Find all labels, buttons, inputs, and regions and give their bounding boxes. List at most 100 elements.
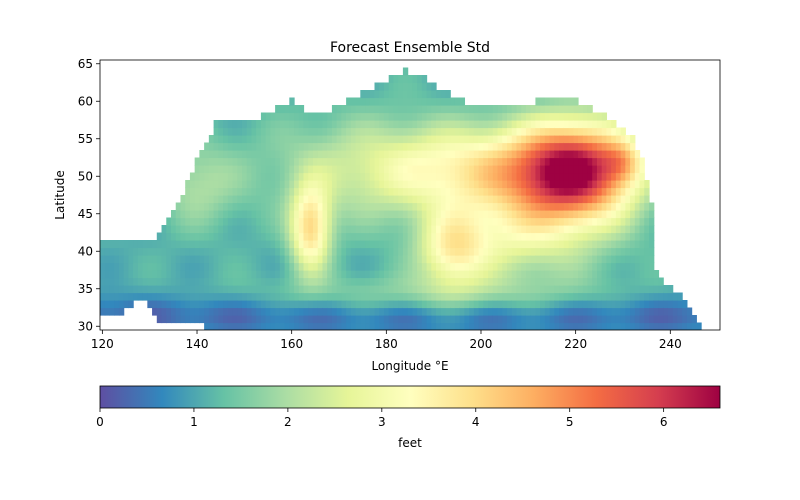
heatmap-cell — [232, 180, 238, 189]
heatmap-cell — [469, 217, 475, 226]
heatmap-cell — [492, 240, 499, 249]
heatmap-cell — [341, 225, 347, 234]
heatmap-cell — [469, 262, 475, 271]
heatmap-cell — [431, 105, 437, 114]
heatmap-cell — [147, 247, 153, 256]
heatmap-cell — [601, 307, 608, 316]
heatmap-cell — [393, 120, 399, 129]
heatmap-cell — [445, 187, 451, 196]
heatmap-cell — [426, 135, 432, 144]
heatmap-cell — [369, 292, 376, 301]
heatmap-cell — [279, 157, 286, 166]
heatmap-cell — [322, 135, 328, 144]
heatmap-cell — [208, 180, 215, 189]
colorbar-tick-label: 5 — [566, 415, 574, 429]
heatmap-cell — [327, 172, 333, 181]
heatmap-cell — [625, 202, 631, 211]
heatmap-cell — [436, 255, 442, 264]
heatmap-cell — [189, 225, 196, 234]
heatmap-cell — [275, 202, 281, 211]
heatmap-cell — [554, 300, 560, 309]
heatmap-cell — [478, 120, 484, 129]
heatmap-cell — [412, 157, 418, 166]
heatmap-cell — [223, 240, 229, 249]
heatmap-cell — [601, 135, 608, 144]
heatmap-cell — [507, 262, 513, 271]
heatmap-cell — [592, 292, 598, 301]
heatmap-cell — [483, 315, 489, 324]
heatmap-cell — [346, 135, 352, 144]
heatmap-cell — [232, 195, 238, 204]
heatmap-cell — [507, 157, 513, 166]
heatmap-cell — [374, 195, 380, 204]
heatmap-cell — [544, 105, 551, 114]
heatmap-cell — [450, 270, 456, 279]
heatmap-cell — [478, 195, 484, 204]
heatmap-cell — [417, 180, 423, 189]
heatmap-cell — [355, 187, 361, 196]
heatmap-cell — [232, 165, 238, 174]
heatmap-cell — [189, 180, 196, 189]
heatmap-cell — [246, 120, 253, 129]
heatmap-cell — [417, 300, 423, 309]
heatmap-cell — [104, 307, 111, 316]
heatmap-cell — [497, 277, 503, 286]
heatmap-cell — [611, 225, 617, 234]
heatmap-cell — [473, 307, 480, 316]
heatmap-cell — [563, 97, 570, 106]
heatmap-cell — [218, 127, 224, 136]
heatmap-cell — [251, 307, 257, 316]
heatmap-cell — [246, 157, 253, 166]
heatmap-cell — [227, 232, 234, 241]
heatmap-cell — [615, 262, 622, 271]
heatmap-cell — [289, 255, 295, 264]
heatmap-cell — [421, 180, 428, 189]
heatmap-cell — [104, 247, 111, 256]
heatmap-cell — [630, 165, 636, 174]
heatmap-cell — [289, 105, 295, 114]
heatmap-cell — [346, 217, 352, 226]
heatmap-cell — [227, 315, 234, 324]
heatmap-cell — [199, 225, 205, 234]
heatmap-cell — [473, 120, 480, 129]
heatmap-cell — [601, 120, 608, 129]
heatmap-cell — [426, 232, 432, 241]
heatmap-cell — [568, 247, 574, 256]
heatmap-cell — [407, 315, 413, 324]
heatmap-cell — [275, 270, 281, 279]
heatmap-cell — [445, 150, 451, 159]
heatmap-cell — [336, 150, 342, 159]
heatmap-cell — [379, 195, 385, 204]
heatmap-cell — [265, 165, 271, 174]
heatmap-cell — [331, 165, 338, 174]
heatmap-cell — [336, 187, 342, 196]
heatmap-cell — [166, 285, 172, 294]
heatmap-cell — [592, 322, 598, 330]
heatmap-cell — [350, 112, 357, 121]
heatmap-cell — [502, 172, 508, 181]
heatmap-cell — [625, 187, 631, 196]
heatmap-cell — [170, 285, 177, 294]
heatmap-cell — [421, 315, 428, 324]
heatmap-cell — [469, 225, 475, 234]
heatmap-cell — [128, 292, 134, 301]
heatmap-cell — [270, 120, 276, 129]
heatmap-cell — [417, 90, 423, 99]
heatmap-cell — [322, 202, 328, 211]
heatmap-cell — [270, 165, 276, 174]
heatmap-cell — [497, 165, 503, 174]
heatmap-cell — [208, 240, 215, 249]
heatmap-cell — [417, 210, 423, 219]
heatmap-cell — [256, 285, 262, 294]
heatmap-cell — [327, 240, 333, 249]
heatmap-cell — [199, 277, 205, 286]
heatmap-cell — [227, 240, 234, 249]
heatmap-cell — [525, 180, 532, 189]
heatmap-cell — [365, 232, 371, 241]
heatmap-cell — [549, 97, 555, 106]
heatmap-cell — [469, 240, 475, 249]
heatmap-cell — [402, 240, 409, 249]
heatmap-cell — [644, 210, 650, 219]
heatmap-cell — [246, 292, 253, 301]
